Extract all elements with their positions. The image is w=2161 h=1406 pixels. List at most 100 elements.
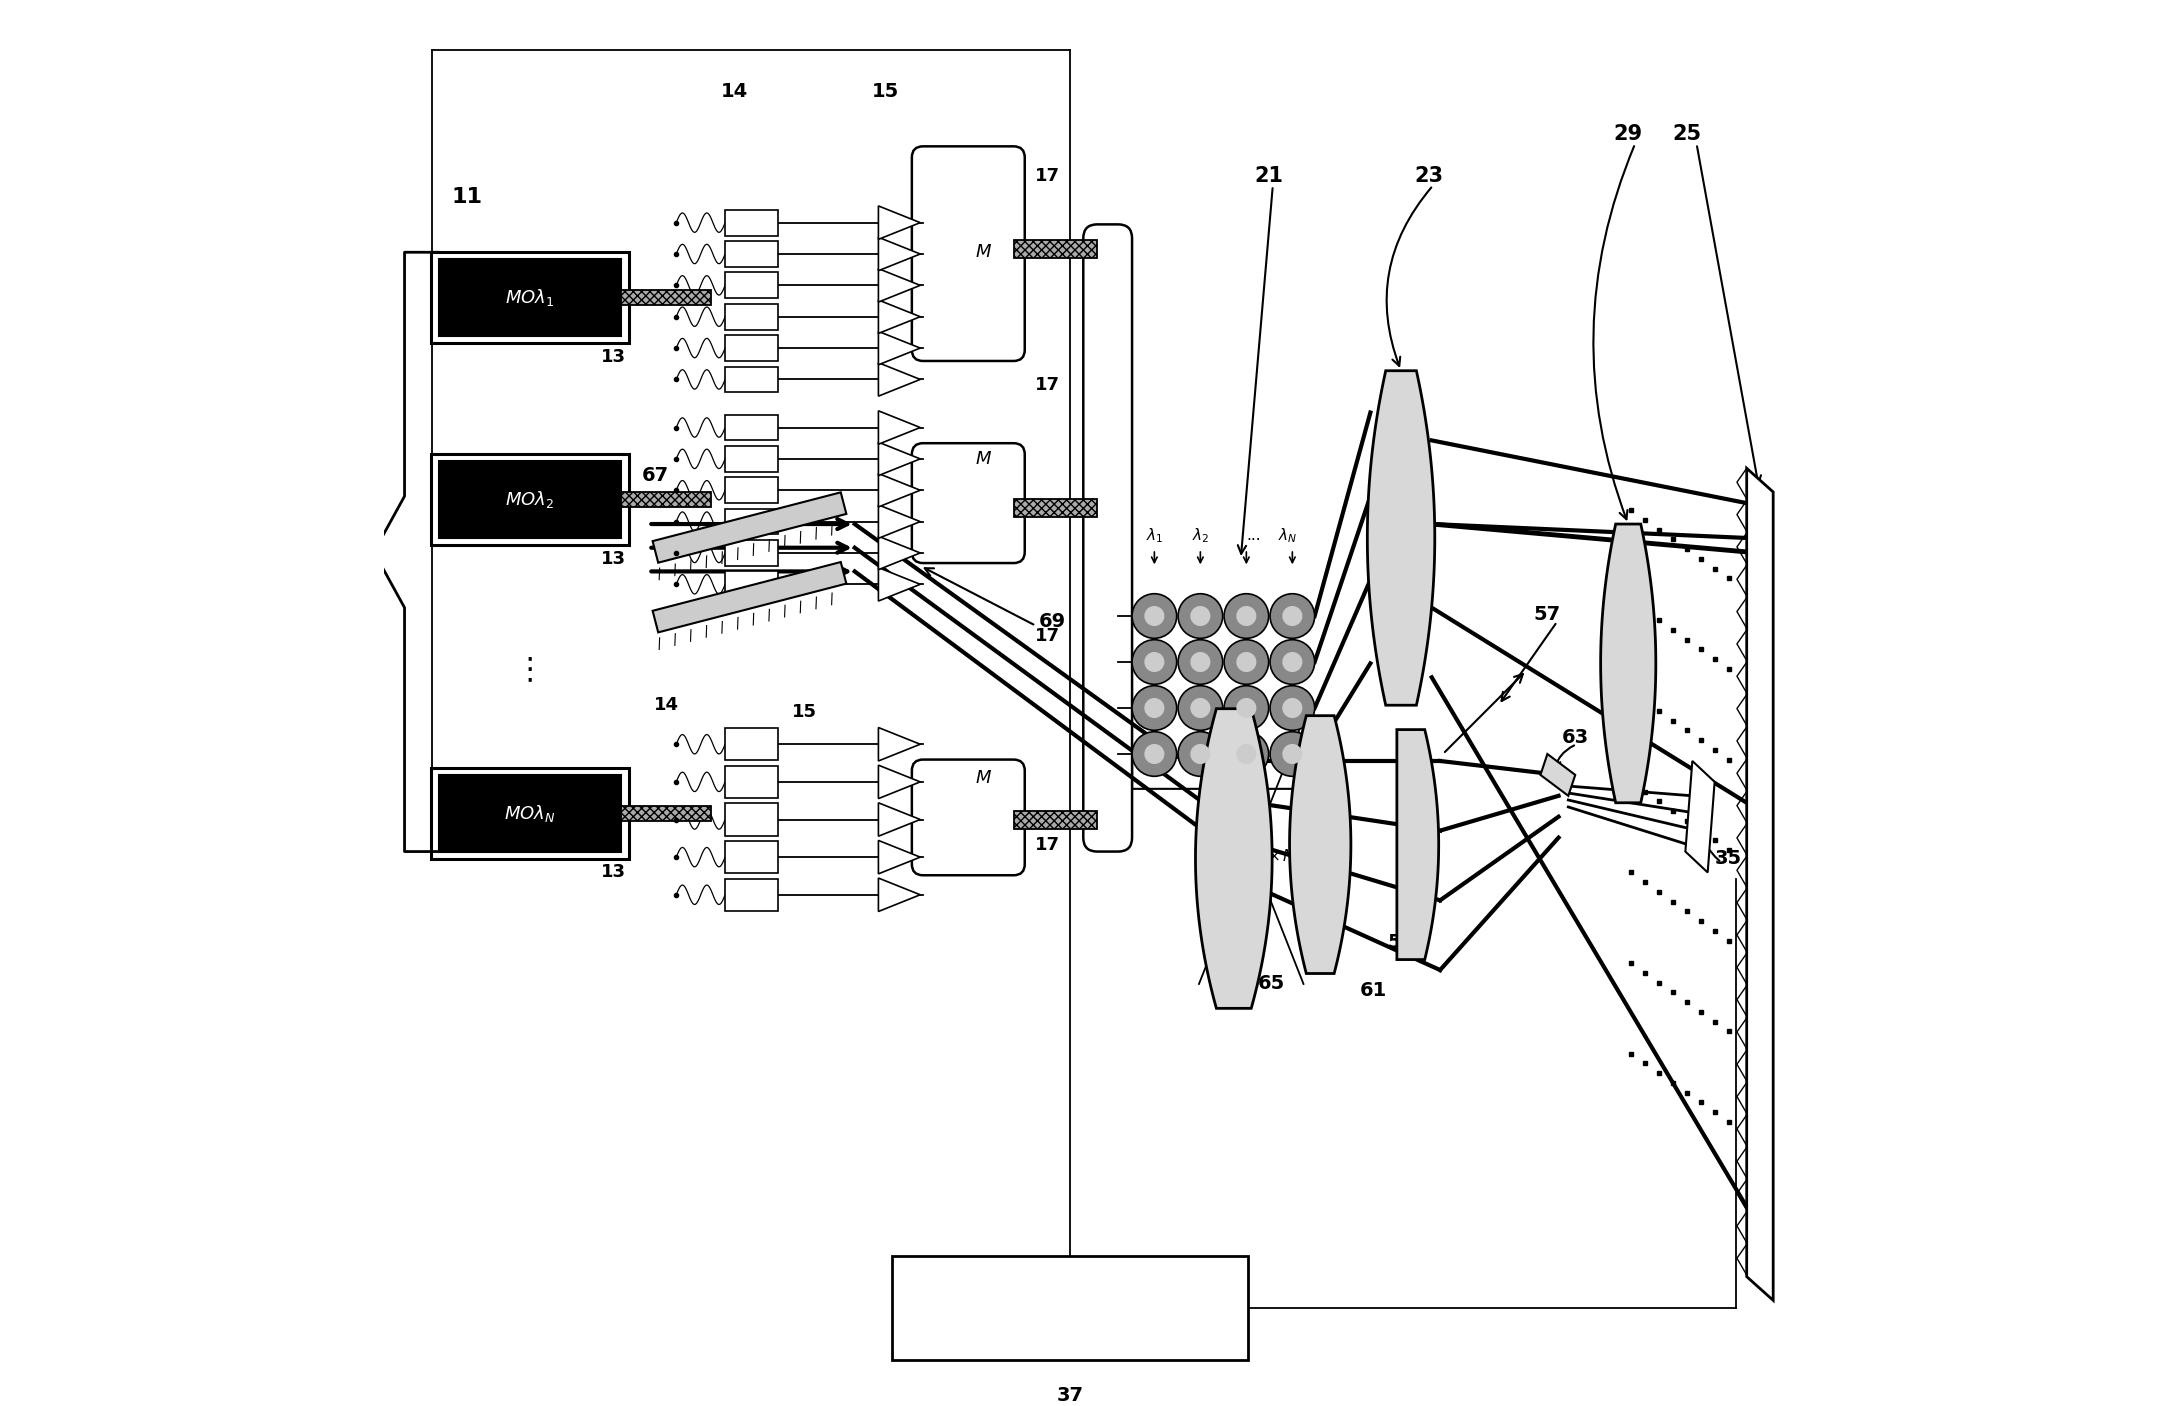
FancyBboxPatch shape [726,728,778,761]
Polygon shape [877,841,921,875]
Text: 65: 65 [1258,974,1286,994]
Text: $\lambda_2$: $\lambda_2$ [1191,526,1208,544]
Circle shape [1178,593,1223,638]
Text: ...: ... [1247,527,1260,543]
Text: 15: 15 [793,703,817,721]
Polygon shape [877,269,921,302]
Polygon shape [877,877,921,911]
Polygon shape [877,568,921,600]
Polygon shape [877,765,921,799]
Polygon shape [877,205,921,239]
FancyBboxPatch shape [430,768,629,859]
FancyBboxPatch shape [726,841,778,873]
Circle shape [1178,640,1223,685]
Circle shape [1191,652,1210,672]
Text: M: M [975,450,990,468]
Circle shape [1236,652,1256,672]
FancyBboxPatch shape [726,803,778,835]
Text: 13: 13 [601,863,627,882]
Circle shape [1223,731,1269,776]
Polygon shape [877,332,921,364]
Circle shape [1223,686,1269,730]
Text: 17: 17 [1035,375,1059,394]
Polygon shape [1686,761,1714,873]
Polygon shape [877,803,921,837]
Text: 11: 11 [452,187,482,207]
FancyBboxPatch shape [430,252,629,343]
Text: 19: 19 [1245,818,1273,838]
Polygon shape [653,492,847,562]
Polygon shape [877,474,921,508]
Text: 13: 13 [601,347,627,366]
Circle shape [1132,686,1178,730]
Circle shape [1191,606,1210,626]
FancyBboxPatch shape [892,1256,1247,1360]
Circle shape [1223,593,1269,638]
FancyBboxPatch shape [726,766,778,797]
Circle shape [1236,697,1256,718]
FancyBboxPatch shape [726,446,778,472]
Polygon shape [877,363,921,396]
Text: 63: 63 [1562,728,1588,747]
Circle shape [1145,606,1165,626]
Text: 21: 21 [1253,166,1284,186]
FancyBboxPatch shape [726,478,778,503]
Text: 17: 17 [1035,627,1059,644]
FancyBboxPatch shape [1014,239,1098,257]
FancyBboxPatch shape [620,290,711,305]
FancyBboxPatch shape [726,273,778,298]
Text: 29: 29 [1614,124,1642,143]
Polygon shape [877,238,921,271]
FancyBboxPatch shape [1083,225,1132,852]
Polygon shape [1368,371,1435,706]
Text: $MO\lambda_1$: $MO\lambda_1$ [506,287,555,308]
FancyBboxPatch shape [726,240,778,267]
FancyBboxPatch shape [726,571,778,598]
Polygon shape [1195,709,1273,1008]
FancyBboxPatch shape [912,759,1024,876]
Polygon shape [1601,524,1655,803]
Circle shape [1271,731,1314,776]
FancyBboxPatch shape [439,461,620,538]
Text: M: M [975,769,990,787]
Text: 61: 61 [1359,981,1387,1001]
Polygon shape [1541,754,1575,796]
Polygon shape [877,505,921,538]
Polygon shape [877,536,921,569]
FancyBboxPatch shape [430,454,629,546]
Text: $\lambda_N$: $\lambda_N$ [1277,526,1297,544]
FancyBboxPatch shape [439,775,620,852]
Text: $MO\lambda_N$: $MO\lambda_N$ [504,803,555,824]
Text: 57: 57 [1534,605,1560,624]
Text: 37: 37 [1057,1385,1083,1405]
FancyBboxPatch shape [726,304,778,329]
Text: $MO\lambda_2$: $MO\lambda_2$ [506,489,555,510]
FancyBboxPatch shape [726,415,778,440]
FancyBboxPatch shape [726,509,778,534]
FancyBboxPatch shape [620,806,711,821]
Polygon shape [1396,730,1439,959]
Circle shape [1281,744,1303,763]
Circle shape [1145,744,1165,763]
Text: 13: 13 [601,550,627,568]
FancyBboxPatch shape [1014,499,1098,517]
Text: 35: 35 [1716,849,1742,868]
Text: 17: 17 [1035,166,1059,184]
FancyBboxPatch shape [1014,811,1098,830]
Circle shape [1281,697,1303,718]
Circle shape [1281,606,1303,626]
Text: $\vdots$: $\vdots$ [514,655,532,685]
Polygon shape [877,411,921,444]
FancyBboxPatch shape [912,443,1024,562]
Circle shape [1191,744,1210,763]
Polygon shape [1290,716,1351,973]
Polygon shape [653,562,847,633]
Text: 15: 15 [871,83,899,101]
FancyBboxPatch shape [620,492,711,508]
Circle shape [1191,697,1210,718]
FancyBboxPatch shape [726,540,778,565]
Text: 67: 67 [642,465,670,485]
Text: 23: 23 [1415,166,1444,186]
Text: N Synchronous: N Synchronous [996,1286,1143,1305]
Circle shape [1236,606,1256,626]
